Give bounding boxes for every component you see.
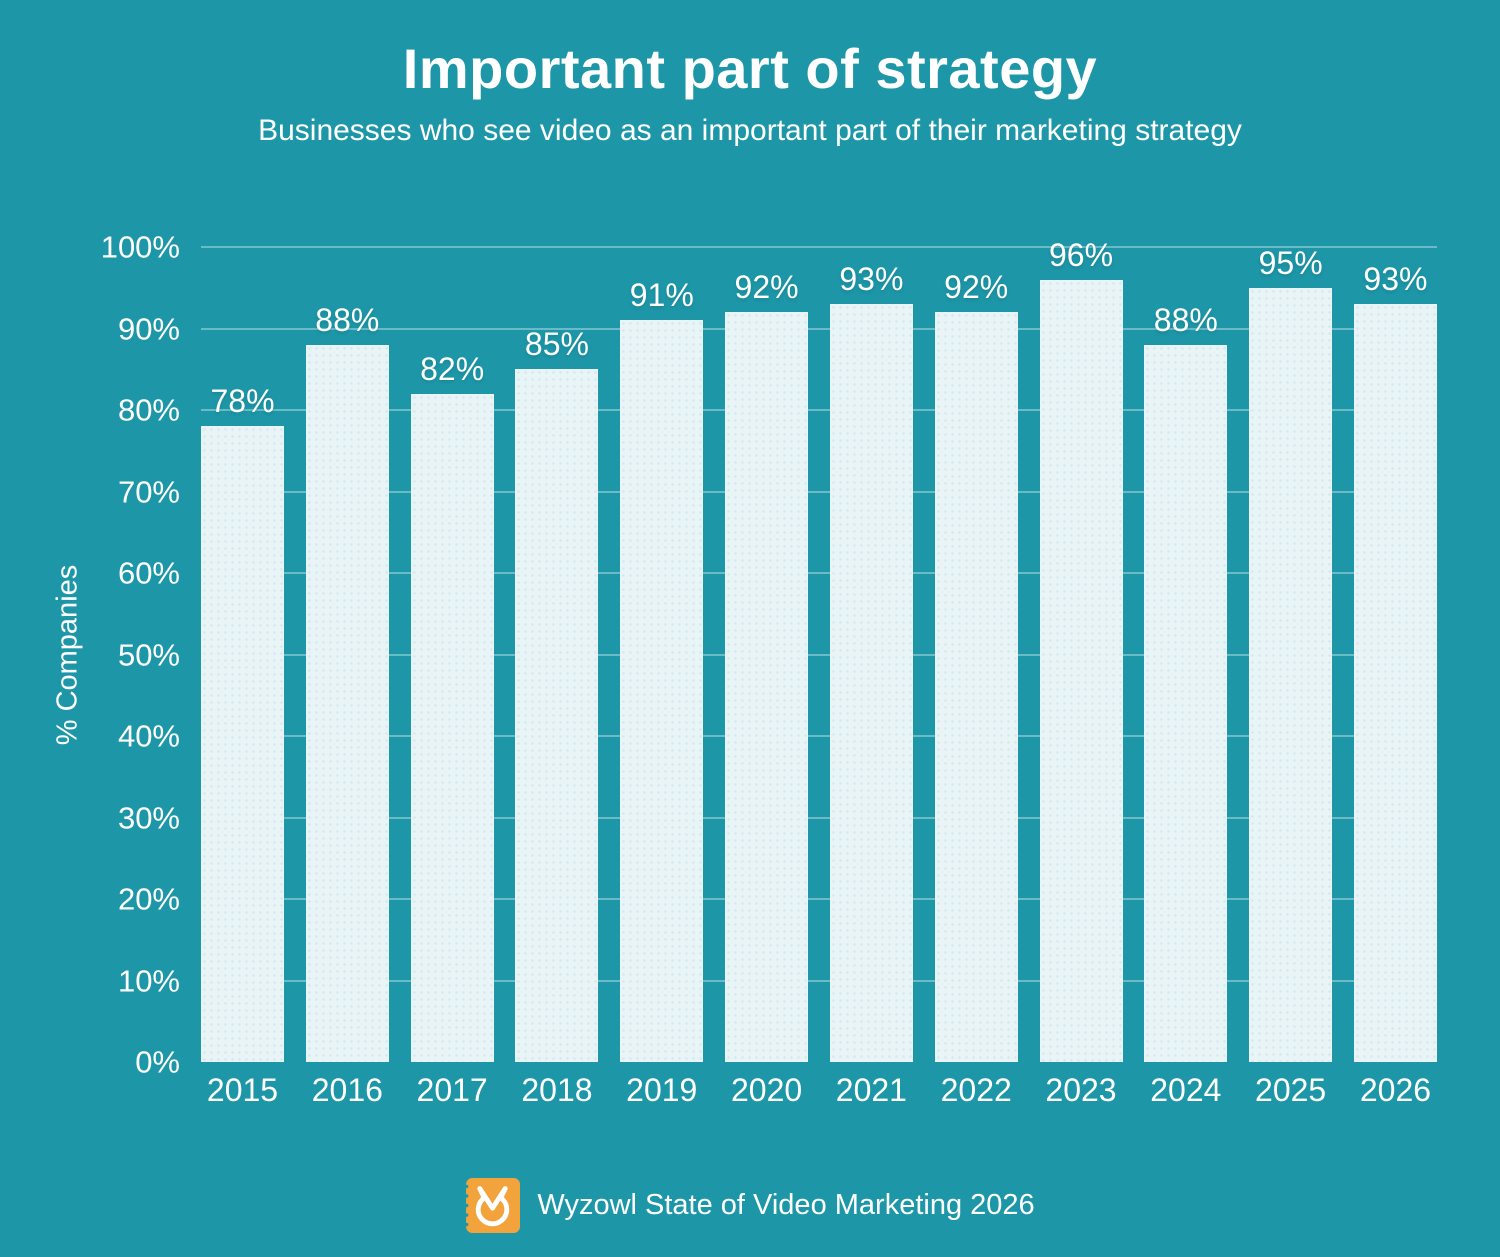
- gridline-30: [201, 816, 1437, 819]
- x-tick-2019: 2019: [626, 1072, 698, 1108]
- bar-2019: [620, 320, 704, 1062]
- value-label-2016: 88%: [315, 301, 380, 338]
- x-tick-2015: 2015: [206, 1072, 279, 1108]
- x-tick-2024: 2024: [1150, 1072, 1222, 1108]
- gridline-40: [201, 735, 1437, 737]
- bar-group-2025: 95% 2025: [1249, 244, 1333, 1106]
- x-tick-2018: 2018: [521, 1072, 593, 1108]
- bar-2018: [515, 369, 599, 1062]
- gridline-60: [201, 572, 1437, 574]
- bar-group-2022: 92% 2022: [934, 247, 1018, 1106]
- gridline-50: [201, 653, 1437, 656]
- x-tick-2025: 2025: [1255, 1072, 1327, 1108]
- value-label-2021: 93%: [839, 261, 904, 298]
- gridline-90: [201, 327, 1437, 330]
- source-attribution: Wyzowl State of Video Marketing 2026: [0, 1178, 1500, 1233]
- bar-2026: [1353, 304, 1437, 1062]
- gridline-80: [201, 409, 1437, 411]
- value-label-2018: 85%: [524, 326, 589, 363]
- plot-area: 78% 2015 88% 2016 82% 2017 85% 2018 91% 2019 92% 20…: [201, 239, 1437, 1106]
- bar-group-2024: 88% 2024: [1144, 247, 1228, 1106]
- y-tick-80pct: 80%: [117, 392, 180, 428]
- bar-group-2020: 92% 2020: [725, 247, 809, 1106]
- bar-group-2017: 82% 2017: [410, 247, 494, 1106]
- bar-2021: [829, 304, 913, 1062]
- y-tick-70pct: 70%: [117, 474, 180, 509]
- x-tick-2023: 2023: [1045, 1072, 1117, 1108]
- bar-2022: [934, 312, 1018, 1062]
- chart-title: Important part of strategy: [402, 37, 1098, 100]
- value-label-2025: 95%: [1258, 244, 1323, 281]
- x-tick-2017: 2017: [416, 1072, 488, 1108]
- gridline-10: [201, 979, 1437, 982]
- value-label-2017: 82%: [420, 350, 485, 387]
- x-tick-2020: 2020: [730, 1072, 803, 1108]
- y-tick-40pct: 40%: [117, 718, 180, 754]
- y-tick-60pct: 60%: [117, 555, 180, 591]
- value-label-2024: 88%: [1153, 301, 1218, 338]
- wyzowl-logo: [465, 1178, 521, 1233]
- y-tick-100pct: 100%: [100, 229, 180, 265]
- y-tick-90pct: 90%: [117, 311, 180, 346]
- value-label-2020: 92%: [734, 269, 799, 306]
- source-label: Wyzowl State of Video Marketing 2026: [537, 1189, 1035, 1221]
- value-label-2026: 93%: [1363, 261, 1428, 298]
- bar-2017: [410, 393, 494, 1062]
- bar-group-2019: 91% 2019: [620, 247, 704, 1106]
- x-tick-2026: 2026: [1359, 1072, 1432, 1108]
- bar-group-2016: 88% 2016: [305, 247, 389, 1106]
- value-label-2022: 92%: [944, 269, 1009, 306]
- value-label-2015: 78%: [210, 383, 275, 420]
- y-axis-tick-labels: 0% 10% 20% 30% 40% 50% 60% 70% 80% 90% 100%: [0, 232, 180, 1078]
- y-tick-20pct: 20%: [117, 881, 180, 917]
- y-tick-10pct: 10%: [117, 963, 180, 998]
- gridline-20: [201, 898, 1437, 900]
- y-tick-0pct: 0%: [135, 1044, 180, 1080]
- bar-2015: [201, 426, 284, 1062]
- x-tick-2021: 2021: [835, 1072, 907, 1108]
- gridline-100: [201, 246, 1437, 248]
- y-tick-50pct: 50%: [117, 637, 180, 672]
- chart-subtitle: Businesses who see video as an important…: [258, 114, 1242, 147]
- bar-2024: [1144, 344, 1228, 1062]
- bar-group-2018: 85% 2018: [515, 247, 599, 1106]
- bar-2020: [725, 312, 809, 1062]
- value-label-2023: 96%: [1048, 236, 1114, 273]
- bar-2025: [1249, 287, 1333, 1062]
- bar-group-2023: 96% 2023: [1039, 239, 1123, 1106]
- bar-group-2026: 93% 2026: [1353, 247, 1437, 1106]
- bar-group-2021: 93% 2021: [829, 247, 913, 1106]
- bar-2023: [1039, 279, 1123, 1062]
- y-tick-30pct: 30%: [117, 800, 180, 835]
- bar-group-2015: 78% 2015: [201, 247, 284, 1106]
- x-tick-2022: 2022: [940, 1072, 1012, 1108]
- x-tick-2016: 2016: [311, 1072, 383, 1108]
- bar-series: 78% 2015 88% 2016 82% 2017 85% 2018 91% 2019 92% 20…: [201, 239, 1437, 1106]
- owl-glyph: [476, 1186, 510, 1227]
- gridline-70: [201, 490, 1437, 493]
- value-label-2019: 91%: [629, 277, 694, 314]
- bar-2016: [305, 344, 389, 1062]
